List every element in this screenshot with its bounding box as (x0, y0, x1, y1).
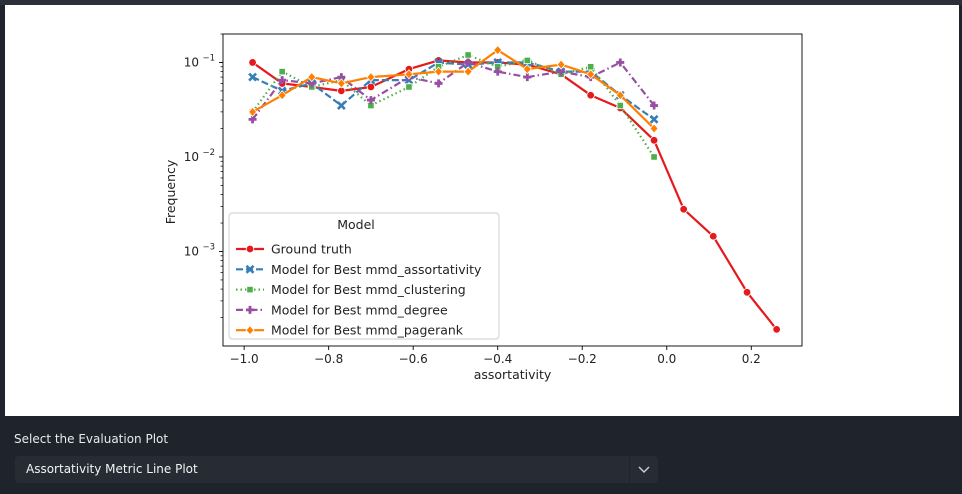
legend-label: Model for Best mmd_clustering (271, 282, 466, 297)
data-point (366, 71, 376, 83)
series-5 (248, 45, 659, 134)
data-point (278, 76, 287, 85)
data-point (277, 90, 287, 101)
legend-marker (246, 285, 254, 294)
data-point (248, 106, 258, 117)
legend-entry: Model for Best mmd_pagerank (236, 323, 464, 338)
data-point (464, 51, 472, 59)
legend-entry: Model for Best mmd_clustering (236, 282, 466, 297)
data-point (556, 59, 566, 70)
y-tick-exponent: −3 (202, 242, 215, 252)
legend-marker (246, 305, 254, 314)
legend-label: Model for Best mmd_assortativity (271, 262, 482, 277)
data-point (523, 73, 532, 82)
data-point (616, 58, 625, 67)
data-point (772, 325, 781, 334)
x-tick-label: −0.8 (314, 352, 343, 366)
select-label: Select the Evaluation Plot (14, 432, 169, 446)
data-point (650, 101, 659, 110)
assortativity-line-chart: −1.0 −0.8 −0.6 −0.4 −0.2 0.0 0.210−110−210 −3as… (163, 33, 803, 382)
data-point (366, 96, 375, 105)
legend-title: Model (337, 217, 375, 232)
chevron-down-icon[interactable] (637, 462, 651, 476)
series-line (252, 48, 655, 130)
data-point (615, 90, 625, 101)
data-point (493, 67, 502, 76)
data-point (307, 71, 317, 83)
x-tick-label: −0.2 (568, 352, 597, 366)
legend-marker (245, 244, 255, 254)
y-tick-label: 10 (184, 244, 199, 258)
x-tick-label: 0.0 (657, 352, 676, 366)
data-point (587, 63, 595, 71)
data-point (709, 232, 718, 241)
data-point (649, 123, 659, 134)
data-point (248, 58, 257, 67)
data-point (434, 79, 443, 88)
selected-option: Assortativity Metric Line Plot (26, 462, 198, 476)
y-axis-label: Frequency (163, 159, 178, 224)
data-point (586, 91, 595, 100)
data-point (679, 205, 688, 214)
data-point (366, 82, 376, 92)
data-point (586, 69, 596, 80)
data-point (649, 114, 659, 124)
series-4 (248, 58, 659, 124)
x-tick-label: −0.4 (483, 352, 512, 366)
data-point (336, 101, 346, 110)
data-point (523, 56, 531, 65)
data-point (248, 72, 258, 82)
legend-label: Model for Best mmd_degree (271, 302, 448, 317)
data-point (463, 66, 473, 77)
series-line (251, 61, 655, 121)
data-point (405, 83, 413, 91)
legend-entry: Model for Best mmd_degree (236, 302, 448, 317)
evaluation-plot-select[interactable]: Assortativity Metric Line Plot (15, 456, 658, 483)
select-divider (629, 456, 630, 483)
data-point (522, 64, 532, 75)
y-tick-exponent: −2 (202, 148, 215, 158)
data-point (616, 101, 624, 110)
legend-marker (245, 264, 255, 274)
legend: Model Ground truth Model for Best mmd_asso… (228, 212, 500, 340)
plot-panel: −1.0 −0.8 −0.6 −0.4 −0.2 0.0 0.2 10 −1 10 −2 10 −3 as… (5, 5, 959, 416)
data-point (336, 78, 346, 89)
legend-marker (245, 325, 255, 336)
y-tick-label: 10 (184, 150, 199, 164)
series-3 (248, 51, 658, 161)
y-tick-label: 10 (184, 55, 199, 69)
data-point (434, 66, 444, 77)
x-axis-label: assortativity (474, 367, 552, 382)
data-point (650, 153, 658, 161)
legend-label: Model for Best mmd_pagerank (271, 323, 464, 338)
legend-entry: Model for Best mmd_assortativity (236, 262, 482, 277)
legend-entry: Ground truth (236, 242, 352, 257)
plot-frame (222, 33, 803, 347)
top-bar (0, 0, 962, 5)
data-point (493, 45, 503, 56)
y-tick-exponent: −1 (202, 53, 215, 63)
data-point (742, 288, 752, 297)
legend-label: Ground truth (271, 242, 352, 257)
legend-box (228, 212, 500, 340)
x-tick-label: −1.0 (230, 352, 259, 366)
data-point (464, 58, 473, 67)
x-tick-label: 0.2 (742, 352, 761, 366)
x-tick-label: −0.6 (399, 352, 428, 366)
data-point (278, 68, 286, 76)
data-point (404, 69, 414, 80)
data-point (649, 136, 659, 145)
